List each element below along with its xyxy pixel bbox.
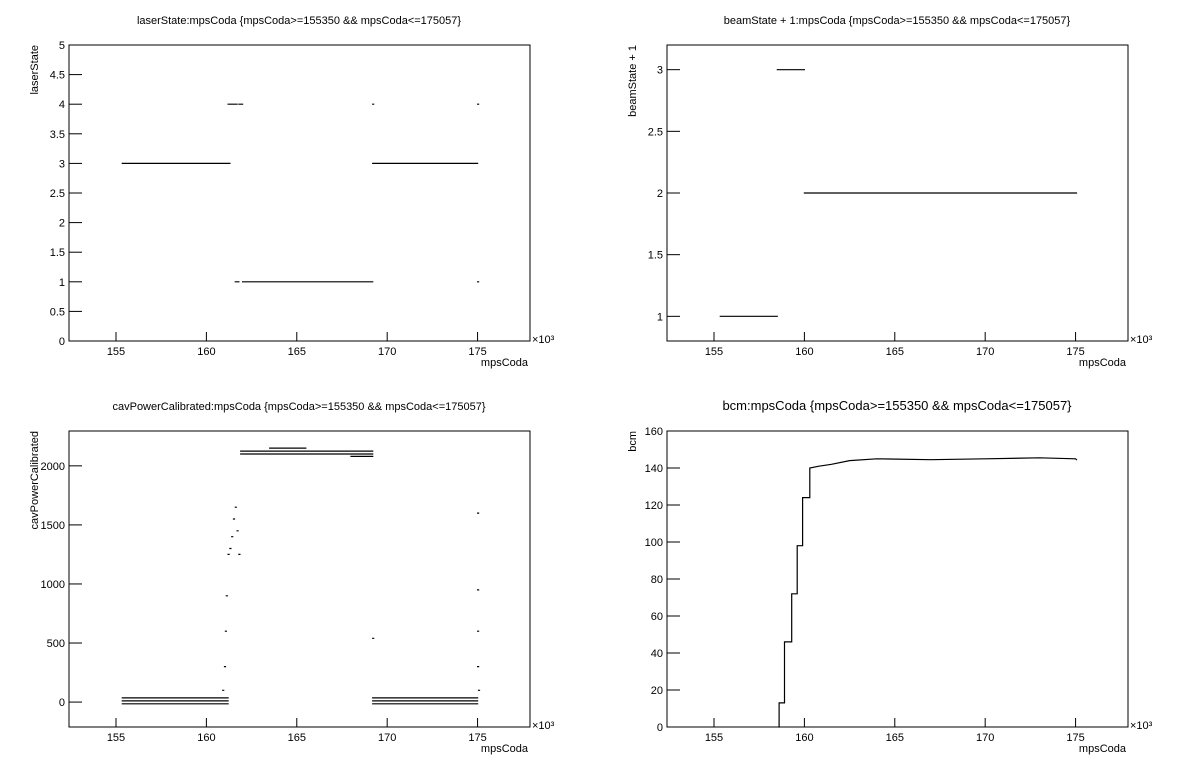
x-axis-title: mpsCoda — [1079, 357, 1127, 369]
data-line — [121, 447, 481, 705]
y-tick-label: 0 — [59, 336, 65, 348]
y-tick-label: 1000 — [41, 579, 65, 591]
frame — [68, 430, 531, 728]
y-tick-label: 0.5 — [50, 306, 65, 318]
x-tick-label: 160 — [197, 346, 215, 358]
x-tick-label: 165 — [886, 732, 904, 744]
y-tick-label: 4 — [59, 99, 65, 111]
frame — [68, 44, 531, 342]
y-tick-label: 2 — [657, 188, 663, 200]
y-axis-title: cavPowerCalibrated — [29, 431, 41, 529]
y-tick-label: 2000 — [41, 461, 65, 473]
x-exponent: ×10³ — [1130, 334, 1153, 346]
x-axis-title: mpsCoda — [481, 357, 529, 369]
x-exponent: ×10³ — [532, 720, 555, 732]
chart-title: laserState:mpsCoda {mpsCoda>=155350 && m… — [137, 15, 461, 27]
y-tick-label: 500 — [47, 638, 65, 650]
y-tick-label: 5 — [59, 40, 65, 52]
x-tick-label: 165 — [886, 346, 904, 358]
y-tick-label: 2.5 — [50, 188, 65, 200]
y-tick-label: 2 — [59, 218, 65, 230]
x-tick-label: 170 — [378, 732, 396, 744]
pad: bcm:mpsCoda {mpsCoda>=155350 && mpsCoda<… — [627, 398, 1153, 755]
x-tick-label: 170 — [378, 346, 396, 358]
y-tick-label: 0 — [657, 722, 663, 734]
y-tick-label: 80 — [651, 574, 663, 586]
x-tick-label: 160 — [197, 732, 215, 744]
y-tick-label: 160 — [645, 426, 663, 438]
y-tick-label: 120 — [645, 500, 663, 512]
y-tick-label: 20 — [651, 685, 663, 697]
y-tick-label: 1.5 — [50, 247, 65, 259]
chart-title: cavPowerCalibrated:mpsCoda {mpsCoda>=155… — [112, 401, 485, 413]
x-tick-label: 165 — [288, 732, 306, 744]
x-axis-title: mpsCoda — [1079, 743, 1127, 755]
x-axis-title: mpsCoda — [481, 743, 529, 755]
x-tick-label: 170 — [976, 732, 994, 744]
y-tick-label: 40 — [651, 648, 663, 660]
x-tick-label: 155 — [705, 732, 723, 744]
x-tick-label: 175 — [1066, 346, 1084, 358]
y-tick-label: 1 — [59, 277, 65, 289]
x-tick-label: 175 — [468, 346, 486, 358]
data-line — [719, 69, 1078, 317]
y-tick-label: 4.5 — [50, 70, 65, 82]
pad: laserState:mpsCoda {mpsCoda>=155350 && m… — [29, 15, 555, 369]
y-tick-label: 100 — [645, 537, 663, 549]
x-tick-label: 155 — [107, 732, 125, 744]
data-line — [778, 457, 1078, 728]
y-tick-label: 3 — [59, 158, 65, 170]
y-axis-title: beamState + 1 — [627, 45, 639, 117]
y-tick-label: 2.5 — [648, 126, 663, 138]
chart-title: beamState + 1:mpsCoda {mpsCoda>=155350 &… — [724, 15, 1071, 27]
x-exponent: ×10³ — [532, 334, 555, 346]
pad: beamState + 1:mpsCoda {mpsCoda>=155350 &… — [627, 15, 1153, 369]
y-axis-title: bcm — [627, 431, 639, 452]
x-tick-label: 175 — [1066, 732, 1084, 744]
y-tick-label: 1500 — [41, 520, 65, 532]
y-tick-label: 1.5 — [648, 250, 663, 262]
x-tick-label: 170 — [976, 346, 994, 358]
frame — [666, 430, 1129, 728]
x-exponent: ×10³ — [1130, 720, 1153, 732]
y-tick-label: 0 — [59, 697, 65, 709]
pad: cavPowerCalibrated:mpsCoda {mpsCoda>=155… — [29, 401, 555, 755]
data-line — [121, 103, 480, 283]
x-tick-label: 160 — [795, 732, 813, 744]
y-tick-label: 3 — [657, 65, 663, 77]
y-tick-label: 60 — [651, 611, 663, 623]
y-tick-label: 3.5 — [50, 129, 65, 141]
x-tick-label: 175 — [468, 732, 486, 744]
x-tick-label: 160 — [795, 346, 813, 358]
x-tick-label: 155 — [107, 346, 125, 358]
x-tick-label: 165 — [288, 346, 306, 358]
x-tick-label: 155 — [705, 346, 723, 358]
y-tick-label: 1 — [657, 311, 663, 323]
y-tick-label: 140 — [645, 463, 663, 475]
y-axis-title: laserState — [29, 45, 41, 95]
chart-title: bcm:mpsCoda {mpsCoda>=155350 && mpsCoda<… — [722, 398, 1072, 413]
